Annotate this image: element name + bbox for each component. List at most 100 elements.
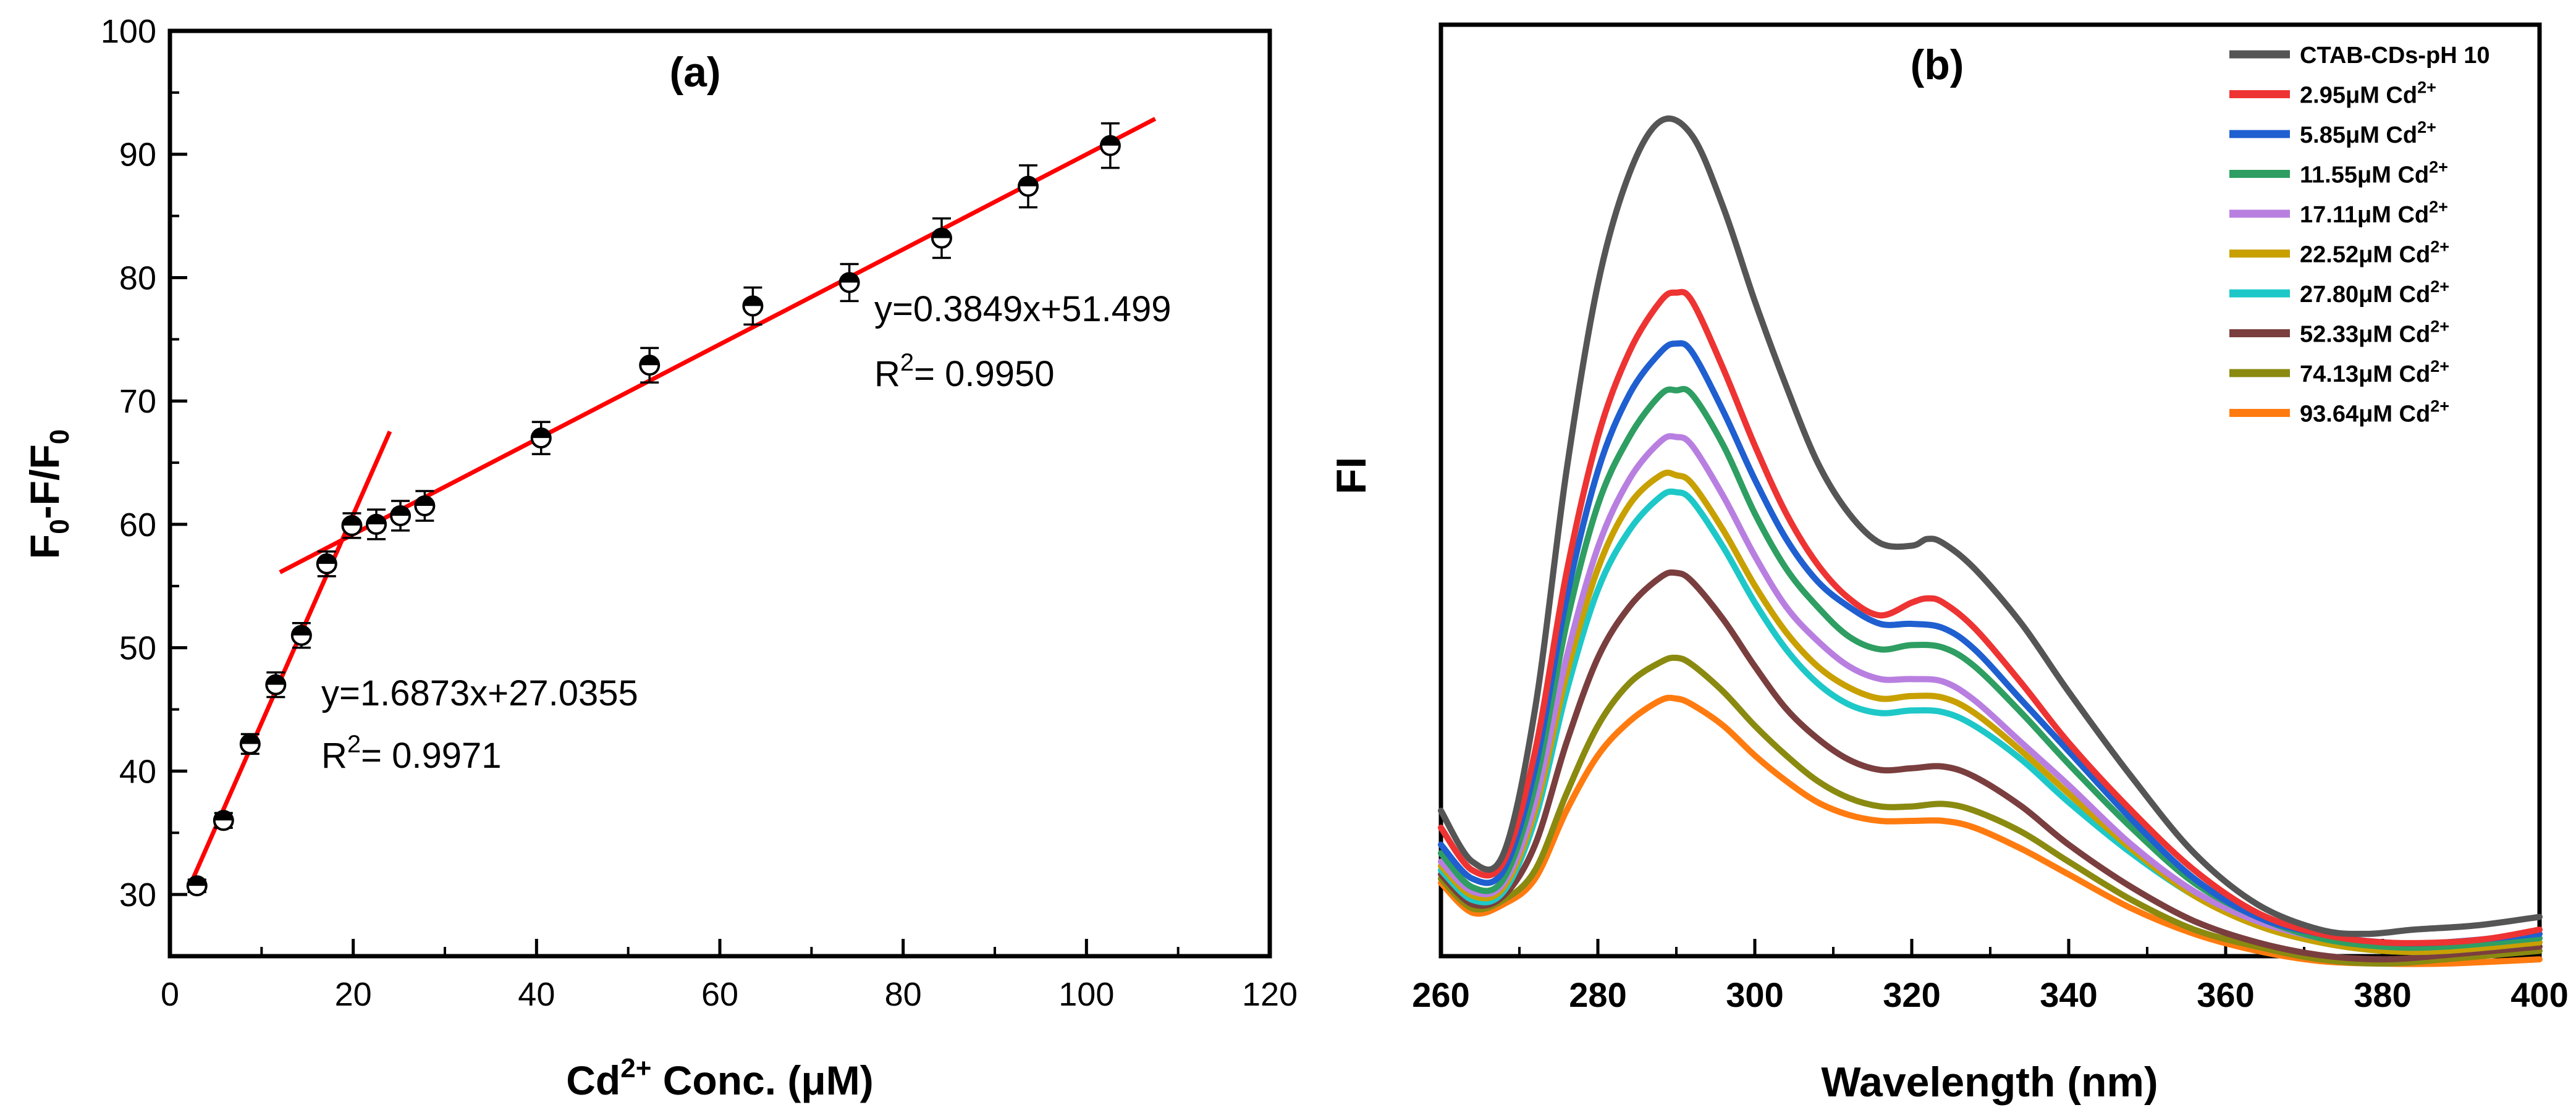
marker-fill <box>317 554 336 564</box>
a-ytick-label: 100 <box>101 13 156 50</box>
a-ytick-label: 80 <box>119 259 156 296</box>
fit-line-1 <box>190 431 392 880</box>
marker-fill <box>1100 136 1120 146</box>
a-ytick-label: 90 <box>119 137 156 174</box>
legend-item: 11.55μM Cd2+ <box>2229 158 2448 188</box>
b-xtick-label: 260 <box>1412 975 1469 1014</box>
data-point <box>316 550 337 578</box>
data-point <box>265 671 287 699</box>
marker-fill <box>640 356 659 366</box>
data-point <box>931 217 952 259</box>
spectrum-line <box>1438 288 2543 946</box>
marker-fill <box>531 429 551 439</box>
fit2-equation: y=0.3849x+51.499 <box>874 289 1172 329</box>
legend: CTAB-CDs-pH 10 2.95μM Cd2+ 5.85μM Cd2+ 11.5… <box>2229 43 2490 427</box>
panel-a-x-axis-title: Cd2+ Conc. (μM) <box>566 1053 873 1103</box>
legend-label: 17.11μM Cd2+ <box>2300 198 2448 228</box>
b-xtick-label: 340 <box>2040 975 2097 1014</box>
spectrum-line <box>1438 433 2543 951</box>
data-point <box>530 421 552 455</box>
fit1-equation: y=1.6873x+27.0355 <box>321 673 638 713</box>
spectrum-line <box>1438 694 2543 967</box>
legend-label: 52.33μM Cd2+ <box>2300 317 2449 348</box>
a-xtick-label: 40 <box>518 976 555 1013</box>
panel-a-ticks: 0 20 40 60 80 100 120 30 40 50 60 70 80 90 100 <box>101 13 1298 1013</box>
a-ytick-label: 50 <box>119 630 156 667</box>
spectrum-line <box>1438 116 2543 937</box>
legend-label: 74.13μM Cd2+ <box>2300 357 2449 387</box>
marker-fill <box>415 496 434 506</box>
data-point <box>186 875 208 897</box>
marker-fill <box>367 515 386 524</box>
panel-a-y-axis-title: F0-F/F0 <box>22 429 75 559</box>
legend-item: 2.95μM Cd2+ <box>2229 78 2436 109</box>
marker-fill <box>840 273 859 283</box>
data-point <box>1017 164 1039 209</box>
fit1-r2: R2= 0.9971 <box>321 731 502 776</box>
a-ytick-label: 70 <box>119 383 156 420</box>
marker-fill <box>214 811 233 821</box>
marker-fill <box>292 626 311 636</box>
data-point <box>390 500 412 532</box>
legend-label: 27.80μM Cd2+ <box>2300 277 2449 308</box>
legend-item: 22.52μM Cd2+ <box>2229 238 2449 268</box>
b-xtick-label: 360 <box>2197 975 2254 1014</box>
data-point <box>838 263 860 303</box>
data-point <box>639 347 661 384</box>
fit2-r2: R2= 0.9950 <box>874 349 1055 394</box>
data-point <box>366 508 387 540</box>
legend-label: 93.64μM Cd2+ <box>2300 397 2449 427</box>
b-xtick-label: 380 <box>2354 975 2411 1014</box>
a-xtick-label: 80 <box>885 976 922 1013</box>
panel-b-ticks: 260 280 300 320 340 360 380 400 <box>1412 939 2569 1014</box>
legend-item: CTAB-CDs-pH 10 <box>2229 43 2490 69</box>
data-point <box>341 512 363 539</box>
marker-fill <box>1018 177 1037 187</box>
panel-b: 260 280 300 320 340 360 380 400 CTAB-CDs-pH 10 2… <box>1328 22 2569 1106</box>
legend-label: 22.52μM Cd2+ <box>2300 238 2449 268</box>
marker-fill <box>342 516 361 526</box>
panel-a-frame <box>167 28 1272 959</box>
data-point <box>414 490 436 522</box>
legend-item: 5.85μM Cd2+ <box>2229 118 2436 148</box>
b-xtick-label: 320 <box>1883 975 1940 1014</box>
a-xtick-label: 0 <box>161 976 179 1013</box>
spectrum-line <box>1438 469 2543 956</box>
a-ytick-label: 30 <box>119 876 156 914</box>
legend-item: 93.64μM Cd2+ <box>2229 397 2449 427</box>
a-ytick-label: 40 <box>119 753 156 790</box>
marker-fill <box>391 506 410 516</box>
legend-item: 74.13μM Cd2+ <box>2229 357 2449 387</box>
spectrum-line <box>1438 340 2543 947</box>
a-xtick-label: 60 <box>701 976 738 1013</box>
legend-item: 27.80μM Cd2+ <box>2229 277 2449 308</box>
data-point <box>239 733 261 755</box>
panel-b-title: (b) <box>1911 41 1964 88</box>
legend-item: 17.11μM Cd2+ <box>2229 198 2448 228</box>
data-point <box>742 286 764 326</box>
b-xtick-label: 280 <box>1569 975 1626 1014</box>
a-xtick-label: 20 <box>335 976 372 1013</box>
data-point <box>290 621 312 649</box>
data-point <box>1099 122 1121 169</box>
a-xtick-label: 120 <box>1242 976 1298 1013</box>
panel-b-spectra <box>1438 116 2543 967</box>
a-ytick-label: 60 <box>119 506 156 544</box>
panel-a: 0 20 40 60 80 100 120 30 40 50 60 70 80 90 100 (a) y=1… <box>22 13 1298 1103</box>
a-xtick-label: 100 <box>1058 976 1114 1013</box>
legend-label: 5.85μM Cd2+ <box>2300 118 2436 148</box>
panel-a-data-points <box>186 122 1121 897</box>
data-point <box>213 810 234 831</box>
marker-fill <box>743 296 762 306</box>
b-xtick-label: 300 <box>1726 975 1783 1014</box>
legend-label: 11.55μM Cd2+ <box>2300 158 2448 188</box>
spectrum-line <box>1438 654 2543 967</box>
panel-b-x-axis-title: Wavelength (nm) <box>1821 1059 2158 1106</box>
b-xtick-label: 400 <box>2511 975 2568 1014</box>
marker-fill <box>266 675 285 685</box>
panel-b-y-axis-title: FI <box>1328 457 1375 494</box>
panel-a-title: (a) <box>669 49 720 96</box>
marker-fill <box>932 229 951 238</box>
legend-label: CTAB-CDs-pH 10 <box>2300 43 2490 69</box>
